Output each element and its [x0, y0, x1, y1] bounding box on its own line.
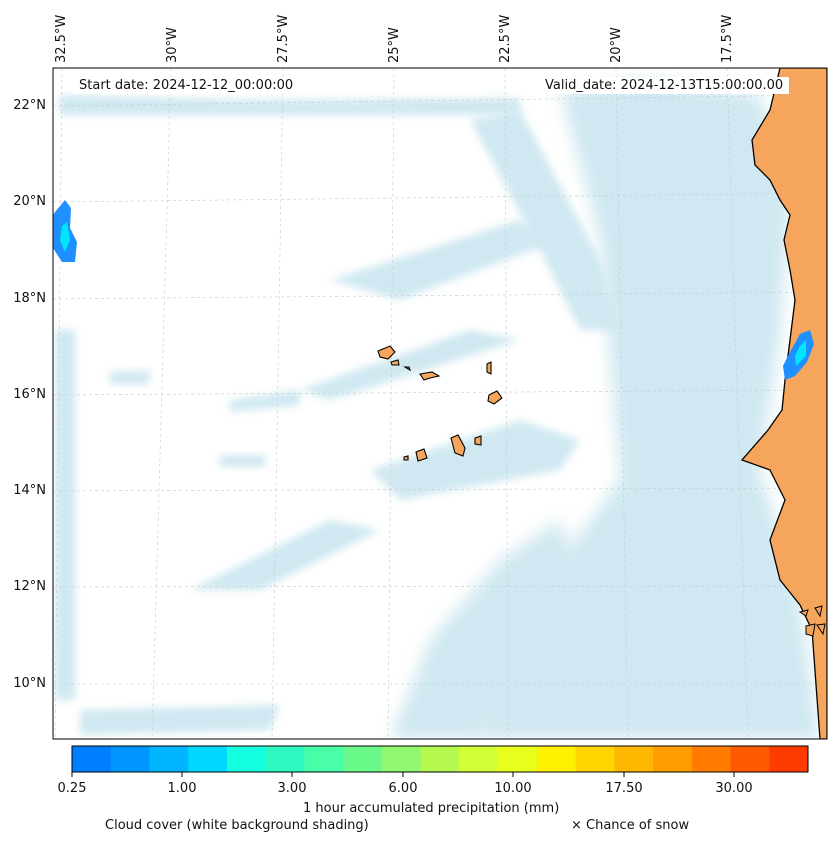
colorbar-tick-label: 0.25 [57, 781, 87, 796]
colorbar-segment [265, 746, 305, 772]
lat-label-12n: 12°N [13, 579, 46, 594]
lat-label-18n: 18°N [13, 291, 46, 306]
lon-label-17-5w: 17.5°W [720, 14, 735, 63]
colorbar-tick-label: 30.00 [715, 781, 753, 796]
colorbar-segment [188, 746, 228, 772]
colorbar-tick-label: 1.00 [167, 781, 197, 796]
precip-west-core [60, 222, 70, 252]
snow-legend: × Chance of snow [571, 818, 690, 833]
lon-label-20w: 20°W [609, 27, 624, 63]
lat-label-20n: 20°N [13, 194, 46, 209]
colorbar-segment [536, 746, 577, 772]
lon-label-22-5w: 22.5°W [498, 14, 513, 63]
colorbar-outline [71, 745, 809, 773]
lat-label-22n: 22°N [13, 98, 46, 113]
bijagos-islands [798, 605, 826, 637]
colorbar-tick-label: 3.00 [277, 781, 307, 796]
lon-label-32-5w: 32.5°W [54, 14, 69, 63]
island-maio [474, 435, 482, 446]
map-frame-border [52, 67, 828, 740]
colorbar-ticks [71, 772, 735, 777]
precipitation-areas [53, 200, 814, 380]
colorbar-segment [459, 746, 499, 772]
valid-date-label: Valid_date: 2024-12-13T15:00:00.00 [539, 77, 790, 94]
colorbar-segment [149, 746, 189, 772]
island-fogo [415, 448, 428, 462]
island-brava [403, 455, 409, 461]
lon-label-30w: 30°W [165, 27, 180, 63]
colorbar-segment [110, 746, 150, 772]
colorbar-tick-label: 17.50 [605, 781, 643, 796]
colorbar-segment [730, 746, 770, 772]
colorbar-segment [343, 746, 383, 772]
colorbar-segment [769, 746, 809, 772]
colorbar-segment [381, 746, 422, 772]
colorbar-title: 1 hour accumulated precipitation (mm) [303, 801, 560, 816]
start-date-label: Start date: 2024-12-12_00:00:00 [73, 77, 300, 94]
colorbar-segment [653, 746, 693, 772]
cape-verde-islands [377, 345, 503, 462]
graticule [53, 68, 827, 739]
colorbar-segment [72, 746, 112, 772]
lon-label-27-5w: 27.5°W [276, 14, 291, 63]
lon-label-25w: 25°W [387, 27, 402, 63]
colorbar-segment [420, 746, 460, 772]
island-sal [486, 361, 492, 375]
lat-label-16n: 16°N [13, 387, 46, 402]
colorbar-segment [575, 746, 615, 772]
island-santo-antao [377, 345, 396, 360]
island-sao-vicente [390, 359, 400, 366]
lat-label-14n: 14°N [13, 483, 46, 498]
colorbar [72, 746, 809, 772]
cloud-cover-legend: Cloud cover (white background shading) [105, 818, 369, 833]
colorbar-segment [226, 746, 267, 772]
colorbar-tick-label: 10.00 [494, 781, 532, 796]
island-boa-vista [487, 390, 503, 405]
colorbar-segment [304, 746, 344, 772]
lat-label-10n: 10°N [13, 676, 46, 691]
colorbar-segment [614, 746, 654, 772]
island-santa-luzia [403, 366, 411, 372]
colorbar-tick-label: 6.00 [388, 781, 418, 796]
island-santiago [450, 434, 466, 457]
colorbar-segment [691, 746, 732, 772]
island-sao-nicolau [419, 371, 441, 381]
precip-coast-core [795, 340, 806, 366]
colorbar-segment [498, 746, 538, 772]
